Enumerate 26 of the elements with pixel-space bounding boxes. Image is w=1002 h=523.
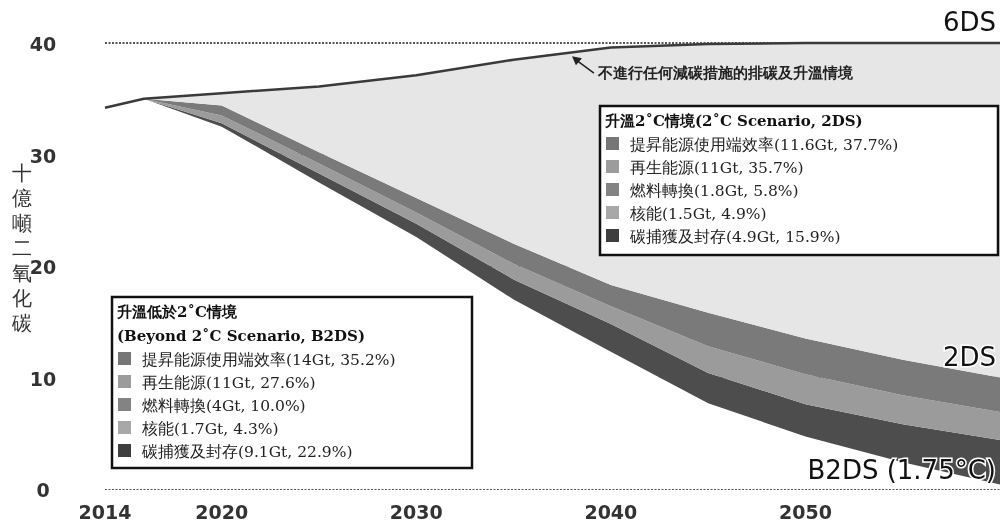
legend-label: 碳捕獲及封存(4.9Gt, 15.9%) — [629, 228, 841, 246]
annotation: 升溫低於2˚C情境 — [116, 303, 238, 321]
legend-label: 核能(1.5Gt, 4.9%) — [629, 205, 767, 223]
y-tick-label: 40 — [29, 33, 57, 55]
x-tick-label: 2040 — [584, 501, 638, 523]
legend-label: 核能(1.7Gt, 4.3%) — [141, 420, 279, 438]
x-tick-label: 2030 — [389, 501, 443, 523]
legend-label: 提昇能源使用端效率(14Gt, 35.2%) — [142, 351, 396, 369]
legend-label: 再生能源(11Gt, 27.6%) — [142, 374, 316, 392]
legend-label: 碳捕獲及封存(9.1Gt, 22.9%) — [141, 443, 353, 461]
y-tick-label: 10 — [29, 367, 57, 390]
x-tick-label: 2014 — [78, 501, 132, 523]
x-tick-label: 2050 — [778, 501, 832, 523]
series-label: 2DS — [942, 341, 996, 372]
y-tick-label: 0 — [36, 479, 50, 501]
y-tick-label: 30 — [29, 144, 57, 167]
x-tick-label: 2020 — [195, 501, 249, 523]
annotation: 不進行任何減碳措施的排碳及升溫情境 — [596, 64, 854, 83]
legend-label: 燃料轉換(4Gt, 10.0%) — [142, 397, 306, 415]
annotation: 升溫2˚C情境(2˚C Scenario, 2DS) — [604, 112, 863, 130]
series-label: 6DS — [942, 7, 996, 37]
legend-label: 再生能源(11Gt, 35.7%) — [630, 159, 804, 177]
annotation: (Beyond 2˚C Scenario, B2DS) — [117, 327, 365, 345]
legend-label: 燃料轉換(1.8Gt, 5.8%) — [630, 182, 799, 200]
legend-label: 提昇能源使用端效率(11.6Gt, 37.7%) — [630, 136, 899, 154]
y-axis-title: 十億噸二氧化碳 — [11, 161, 32, 335]
